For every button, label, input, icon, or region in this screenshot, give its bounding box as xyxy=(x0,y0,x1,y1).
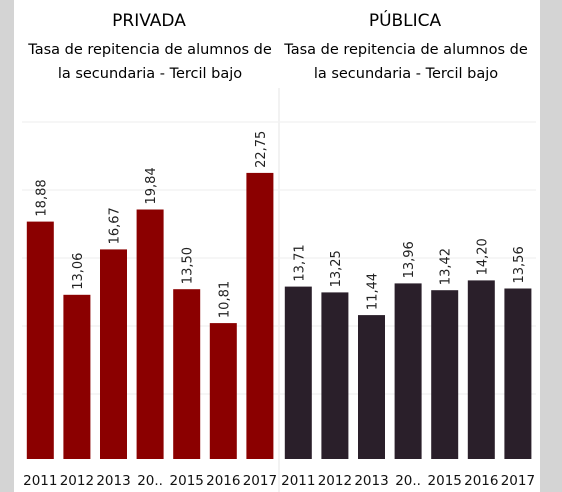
bars-publica xyxy=(284,280,532,460)
panel-title-publica: PÚBLICA xyxy=(369,9,442,31)
x-tick-label-publica-5: 2016 xyxy=(464,473,498,489)
data-label-privada-0: 18,88 xyxy=(34,179,49,216)
bar-privada-3[interactable] xyxy=(136,209,164,460)
x-tick-label-privada-6: 2017 xyxy=(243,473,277,489)
data-labels-privada: 18,88 13,06 16,67 19,84 13,50 10,81 22,75 xyxy=(34,131,269,318)
panel-subtitle-line2-privada: la secundaria - Tercil bajo xyxy=(58,66,242,82)
bar-privada-4[interactable] xyxy=(173,289,201,459)
data-label-privada-6: 22,75 xyxy=(254,131,269,168)
x-tick-label-privada-0: 2011 xyxy=(23,473,57,489)
bar-privada-5[interactable] xyxy=(209,323,237,459)
x-tick-label-privada-2: 2013 xyxy=(96,473,130,489)
x-tick-label-publica-3: 20.. xyxy=(395,473,421,489)
bar-privada-0[interactable] xyxy=(26,221,54,459)
data-label-publica-0: 13,71 xyxy=(292,244,307,281)
panel-privada: PRIVADA Tasa de repitencia de alumnos de… xyxy=(22,11,278,489)
data-label-publica-5: 14,20 xyxy=(475,238,490,275)
x-tick-label-publica-0: 2011 xyxy=(281,473,315,489)
x-tick-label-privada-3: 20.. xyxy=(137,473,163,489)
panel-publica: PÚBLICA Tasa de repitencia de alumnos de… xyxy=(280,9,536,489)
x-tick-label-privada-5: 2016 xyxy=(206,473,240,489)
x-tick-label-publica-1: 2012 xyxy=(318,473,352,489)
x-tick-label-publica-4: 2015 xyxy=(428,473,462,489)
panel-title-privada: PRIVADA xyxy=(112,11,186,31)
panel-subtitle-line1-privada: Tasa de repitencia de alumnos de xyxy=(27,42,272,58)
data-label-publica-1: 13,25 xyxy=(329,250,344,287)
data-label-privada-3: 19,84 xyxy=(144,167,159,204)
bars-privada xyxy=(26,172,274,460)
data-labels-publica: 13,71 13,25 11,44 13,96 13,42 14,20 13,56 xyxy=(292,238,527,310)
bar-publica-4[interactable] xyxy=(431,290,459,459)
bar-publica-0[interactable] xyxy=(284,286,312,459)
x-tick-label-privada-4: 2015 xyxy=(170,473,204,489)
bar-privada-6[interactable] xyxy=(246,172,274,459)
bar-privada-2[interactable] xyxy=(100,249,127,459)
x-tick-label-publica-2: 2013 xyxy=(354,473,388,489)
data-label-publica-4: 13,42 xyxy=(439,248,454,285)
x-tick-label-privada-1: 2012 xyxy=(60,473,94,489)
x-tick-label-publica-6: 2017 xyxy=(501,473,535,489)
data-label-privada-1: 13,06 xyxy=(71,253,86,290)
bar-publica-3[interactable] xyxy=(394,283,422,459)
bar-publica-6[interactable] xyxy=(504,288,532,460)
bar-privada-1[interactable] xyxy=(63,294,91,459)
panel-subtitle-line2-publica: la secundaria - Tercil bajo xyxy=(314,66,498,82)
data-label-publica-2: 11,44 xyxy=(366,273,381,310)
data-label-publica-3: 13,96 xyxy=(402,241,417,278)
bar-publica-1[interactable] xyxy=(321,292,349,459)
data-label-privada-4: 13,50 xyxy=(181,247,196,284)
data-label-privada-2: 16,67 xyxy=(108,207,123,244)
panel-subtitle-line1-publica: Tasa de repitencia de alumnos de xyxy=(283,42,528,58)
bar-publica-2[interactable] xyxy=(358,315,385,459)
x-ticks-publica: 2011 2012 2013 20.. 2015 2016 2017 xyxy=(281,473,535,489)
x-ticks-privada: 2011 2012 2013 20.. 2015 2016 2017 xyxy=(23,473,277,489)
data-label-publica-6: 13,56 xyxy=(512,246,527,283)
data-label-privada-5: 10,81 xyxy=(217,281,232,318)
bar-publica-5[interactable] xyxy=(467,280,495,459)
